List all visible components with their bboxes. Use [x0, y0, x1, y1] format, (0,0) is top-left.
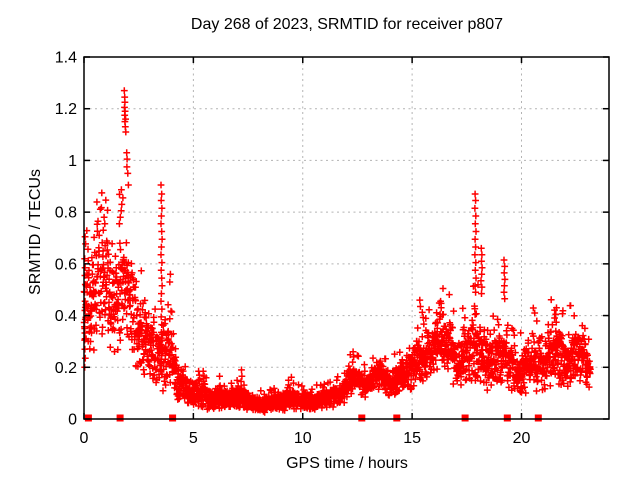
y-tick-label: 1 [68, 153, 77, 170]
zero-flag-marker [358, 414, 366, 422]
zero-flag-marker [84, 414, 92, 422]
zero-flag-marker [461, 414, 469, 422]
chart-title: Day 268 of 2023, SRMTID for receiver p80… [190, 16, 504, 33]
zero-flag-marker [534, 414, 542, 422]
y-tick-label: 0 [68, 412, 77, 429]
zero-flag-marker [503, 414, 511, 422]
plot-border [83, 56, 610, 420]
axis-ticks [83, 56, 609, 420]
zero-flag-marker [116, 414, 124, 422]
x-tick-label: 10 [294, 430, 312, 447]
x-tick-labels: 0 5 10 15 20 [80, 430, 531, 447]
zero-flag-marker [169, 414, 177, 422]
zero-squares [84, 414, 542, 422]
y-tick-labels: 0 0.2 0.4 0.6 0.8 1 1.2 1.4 [55, 50, 77, 429]
zero-flag-marker [393, 414, 401, 422]
x-tick-label: 0 [80, 430, 89, 447]
y-tick-label: 0.6 [55, 256, 77, 273]
x-axis-label: GPS time / hours [286, 455, 408, 472]
y-tick-label: 1.2 [55, 101, 77, 118]
x-tick-label: 20 [513, 430, 531, 447]
y-tick-label: 0.4 [55, 308, 77, 325]
y-tick-label: 0.8 [55, 205, 77, 222]
scatter-points [80, 87, 594, 416]
x-tick-label: 15 [403, 430, 421, 447]
x-tick-label: 5 [189, 430, 198, 447]
y-tick-label: 0.2 [55, 360, 77, 377]
y-tick-label: 1.4 [55, 50, 77, 67]
